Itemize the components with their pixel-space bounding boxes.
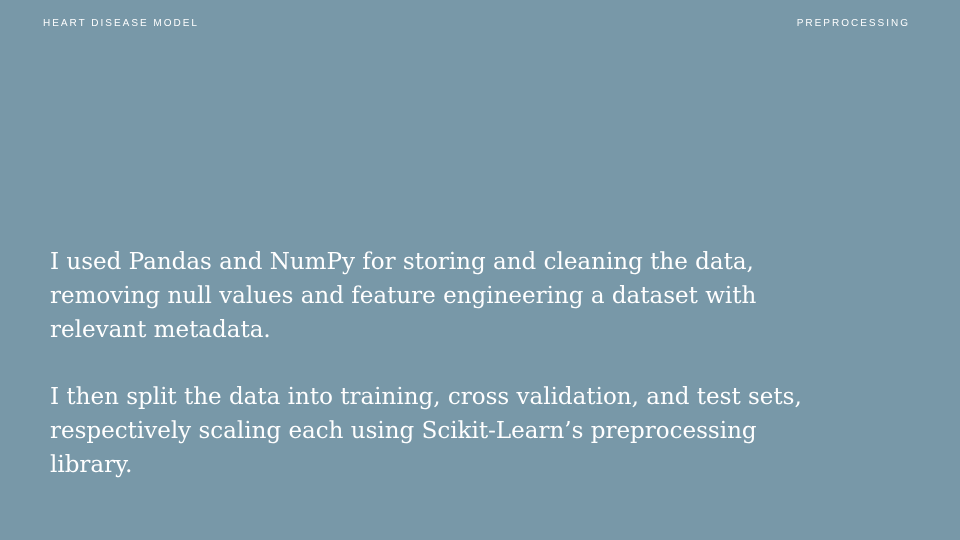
section-label: PREPROCESSING: [796, 18, 910, 29]
header-title: HEART DISEASE MODEL: [43, 18, 199, 29]
body-paragraph-1: I used Pandas and NumPy for storing and …: [50, 249, 757, 343]
body-text: I used Pandas and NumPy for storing and …: [50, 245, 810, 482]
body-paragraph-2: I then split the data into training, cro…: [50, 384, 802, 478]
